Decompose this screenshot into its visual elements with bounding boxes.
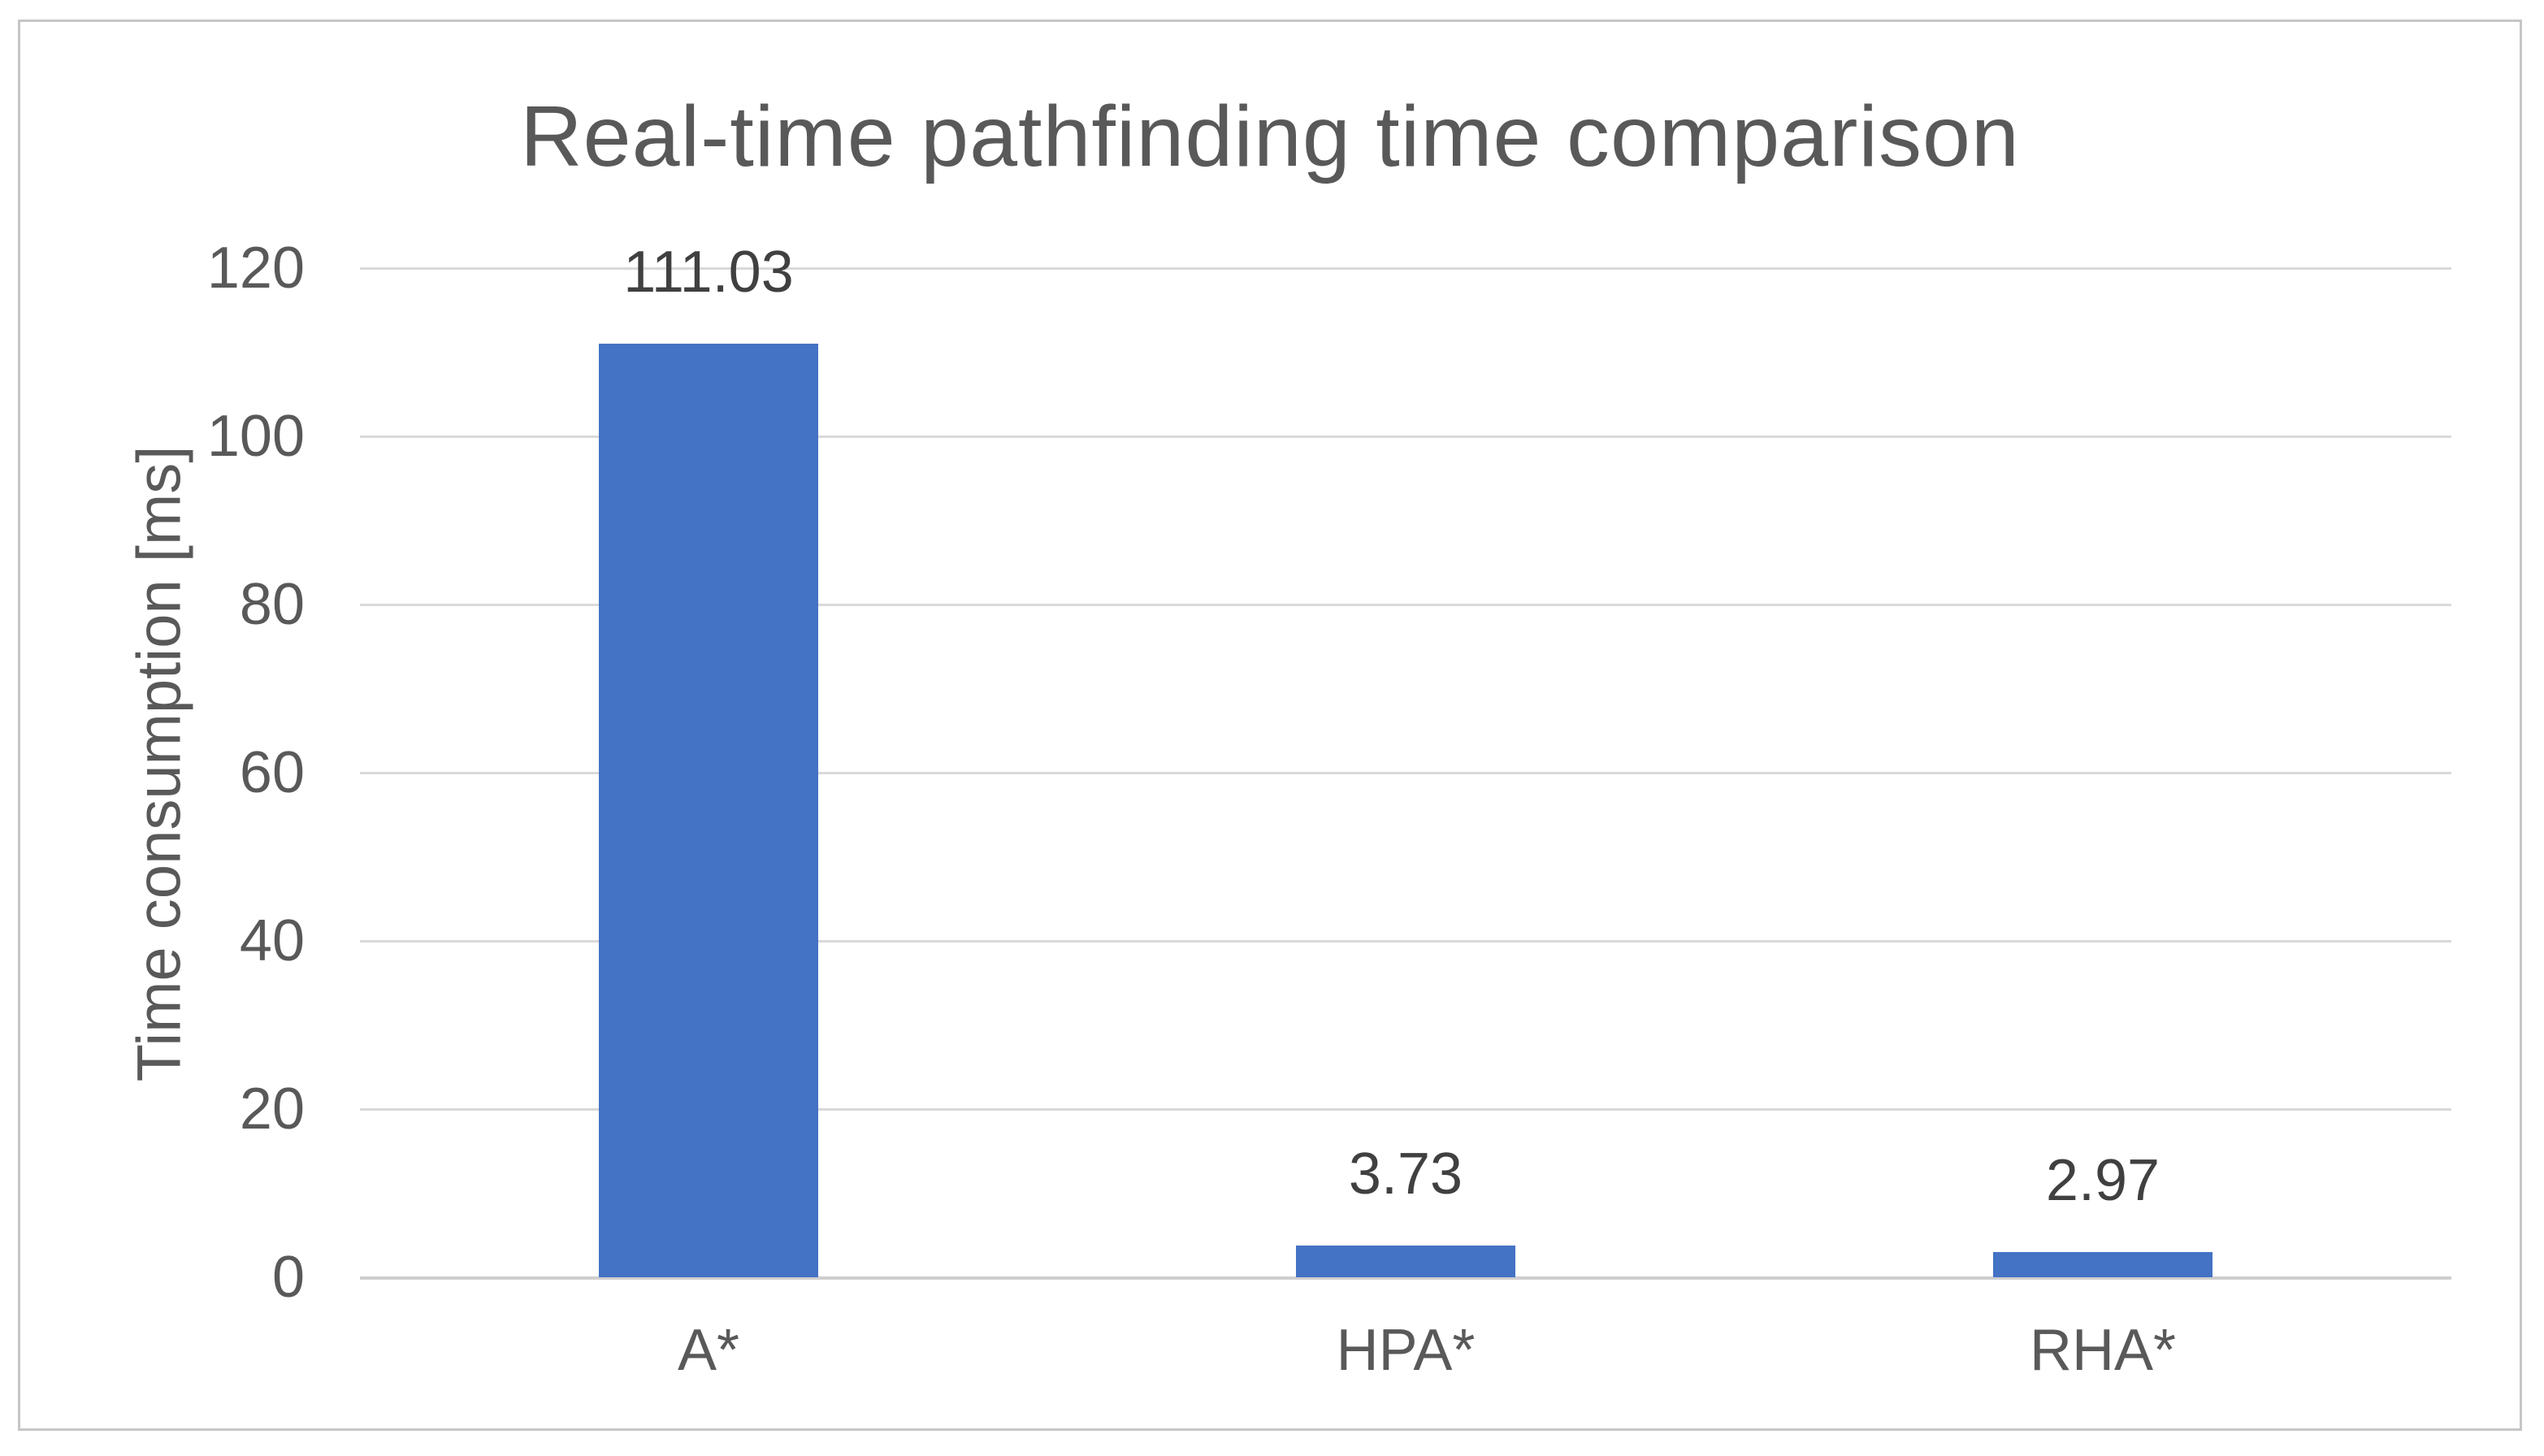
y-tick-label: 60 [239,740,305,805]
bar-value-label: 2.97 [2045,1148,2160,1213]
category-label: A* [677,1318,740,1383]
gridline [360,266,2451,270]
bar-value-label: 3.73 [1348,1142,1463,1207]
y-tick-label: 40 [239,908,305,973]
gridline [360,435,2451,438]
y-tick-label: 100 [206,404,305,469]
gridline [360,939,2451,942]
y-tick-label: 20 [239,1077,305,1142]
category-label: RHA* [2029,1318,2177,1383]
plot-area [360,266,2451,1280]
x-axis-line [360,1276,2451,1280]
chart-title: Real-time pathfinding time comparison [520,89,2020,184]
y-tick-label: 0 [271,1245,305,1310]
chart-border-frame [18,20,2522,1431]
bar-value-label: 111.03 [623,240,794,305]
y-tick-label: 80 [239,572,305,637]
gridline [360,1107,2451,1111]
bar-hpa [1296,1246,1515,1277]
category-label: HPA* [1336,1318,1476,1383]
bar-rha [1993,1252,2212,1277]
gridline [360,603,2451,606]
y-tick-label: 120 [206,236,305,301]
bar-a [599,344,818,1277]
gridline [360,771,2451,774]
